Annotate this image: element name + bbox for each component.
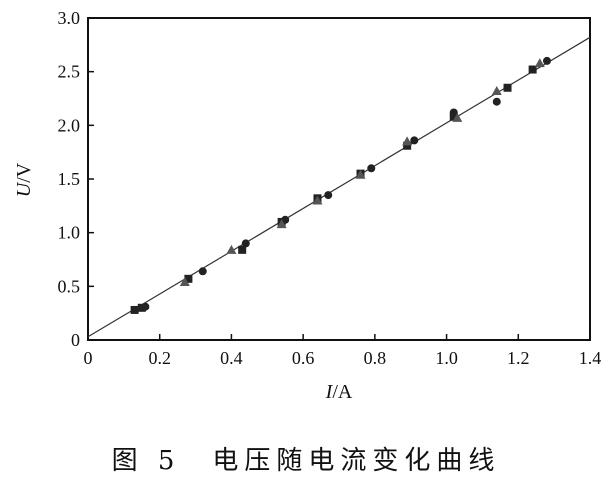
y-tick-label: 0.5 xyxy=(58,276,81,296)
y-tick-label: 3.0 xyxy=(58,8,81,28)
square-marker xyxy=(403,141,412,150)
triangle-marker xyxy=(312,195,323,205)
data-marks xyxy=(87,36,591,338)
square-marker xyxy=(238,245,247,254)
y-tick-label: 1.5 xyxy=(58,169,81,189)
y-tick-label: 2.5 xyxy=(58,62,81,82)
square-marker xyxy=(130,305,139,314)
y-tick-label: 1.0 xyxy=(58,223,81,243)
x-tick-label: 0.4 xyxy=(220,348,243,368)
square-marker xyxy=(503,83,512,92)
axes: 0 0.2 0.4 0.6 0.8 1.0 1.2 1.4 0 0.5 1.0 1.5 2.0 2.5 3.… xyxy=(58,8,602,368)
circle-marker xyxy=(241,239,250,248)
circle-marker xyxy=(324,191,333,200)
x-axis-label: I/A xyxy=(325,381,353,403)
triangle-marker xyxy=(226,244,237,254)
circle-marker xyxy=(367,164,376,173)
triangle-marker xyxy=(355,169,366,179)
triangle-marker xyxy=(491,85,502,95)
x-tick-label: 1.4 xyxy=(579,348,602,368)
circle-marker xyxy=(198,267,207,276)
square-marker xyxy=(184,274,193,283)
circle-marker xyxy=(141,302,150,311)
circle-marker xyxy=(492,97,501,106)
x-tick-label: 1.2 xyxy=(507,348,530,368)
circle-marker xyxy=(281,215,290,224)
triangle-marker xyxy=(276,219,287,229)
triangle-marker xyxy=(534,58,545,68)
x-tick-label: 1.0 xyxy=(435,348,458,368)
x-tick-label: 0.2 xyxy=(148,348,171,368)
y-tick-label: 2.0 xyxy=(58,115,81,135)
triangle-marker xyxy=(402,136,413,146)
square-marker xyxy=(449,112,458,121)
circle-marker xyxy=(410,136,419,145)
y-tick-label: 0 xyxy=(71,330,80,350)
triangle-marker xyxy=(179,277,190,287)
circle-marker xyxy=(542,56,551,65)
x-tick-label: 0.8 xyxy=(364,348,387,368)
y-axis-label: U/V xyxy=(13,162,35,197)
square-marker xyxy=(528,65,537,74)
x-tick-label: 0 xyxy=(84,348,93,368)
x-tick-label: 0.6 xyxy=(292,348,315,368)
fit-line xyxy=(87,36,591,338)
figure-caption: 图 5 电压随电流变化曲线 xyxy=(111,446,501,476)
triangle-marker xyxy=(452,112,463,122)
scatter-chart: 0 0.2 0.4 0.6 0.8 1.0 1.2 1.4 0 0.5 1.0 1.5 2.0 2.5 3.… xyxy=(13,8,602,403)
circle-marker xyxy=(449,108,458,117)
